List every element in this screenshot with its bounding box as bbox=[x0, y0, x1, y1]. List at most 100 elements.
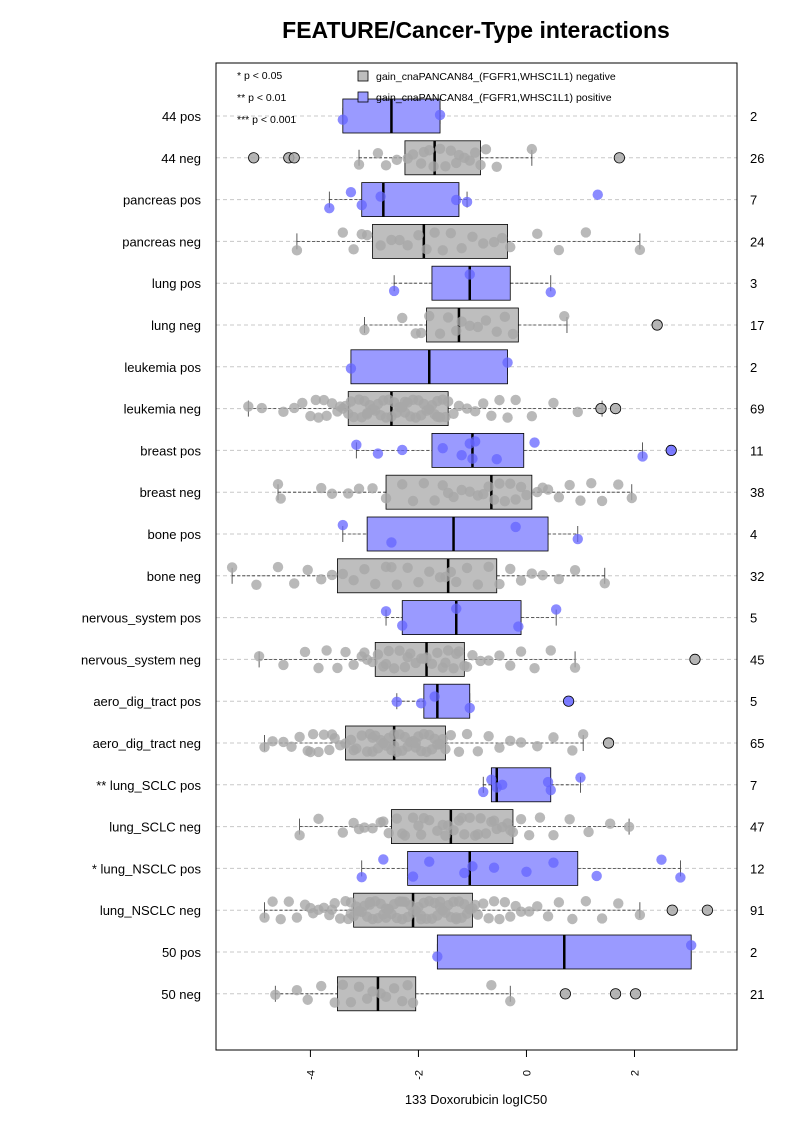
data-point bbox=[505, 735, 516, 747]
data-point bbox=[480, 828, 492, 839]
data-point bbox=[510, 394, 521, 406]
data-point bbox=[397, 995, 408, 1007]
data-point bbox=[305, 746, 316, 758]
data-point bbox=[343, 488, 354, 499]
group-count: 26 bbox=[750, 151, 764, 166]
data-point bbox=[370, 578, 381, 590]
data-point bbox=[361, 408, 373, 419]
data-point bbox=[407, 871, 419, 882]
group-label: lung neg bbox=[151, 318, 201, 333]
data-point bbox=[380, 912, 392, 923]
data-point bbox=[313, 662, 324, 674]
data-point bbox=[351, 439, 362, 451]
box bbox=[423, 683, 471, 719]
data-point bbox=[515, 575, 527, 586]
data-point bbox=[440, 830, 451, 841]
data-point bbox=[491, 453, 502, 465]
group-label: 50 pos bbox=[162, 945, 202, 960]
data-point bbox=[548, 732, 559, 743]
data-point bbox=[442, 487, 454, 499]
data-point bbox=[513, 621, 524, 632]
data-point bbox=[494, 394, 505, 406]
group-counts: 2 26 7 24 3 17 2 69 11 38 4 32 5 45 5 65 7 47 12 91 2 21 bbox=[750, 109, 764, 1002]
group-labels: 44 pos 44 neg pancreas pos pancreas neg lung… bbox=[81, 109, 201, 1002]
group-label: aero_dig_tract neg bbox=[93, 736, 201, 751]
data-point bbox=[537, 570, 548, 581]
group-label: 50 neg bbox=[161, 987, 201, 1002]
data-point bbox=[421, 244, 432, 255]
data-point bbox=[418, 653, 430, 665]
data-point bbox=[361, 993, 373, 1004]
data-point bbox=[397, 620, 408, 631]
data-point bbox=[637, 451, 648, 462]
series-legend: gain_cnaPANCAN84_(FGFR1,WHSC1L1) negativ… bbox=[357, 70, 616, 104]
data-point bbox=[456, 484, 467, 496]
data-point bbox=[313, 746, 324, 758]
data-point bbox=[256, 402, 268, 414]
data-point bbox=[378, 816, 389, 827]
group-count: 47 bbox=[750, 820, 764, 835]
data-point bbox=[359, 564, 370, 575]
data-point bbox=[434, 328, 446, 339]
data-point bbox=[548, 857, 559, 868]
data-point bbox=[569, 564, 581, 576]
data-point bbox=[488, 862, 500, 873]
data-point bbox=[313, 813, 324, 825]
data-point bbox=[402, 562, 413, 574]
data-point bbox=[318, 394, 330, 406]
data-point bbox=[459, 829, 470, 840]
group-count: 65 bbox=[750, 736, 764, 751]
data-point bbox=[464, 812, 475, 824]
data-point bbox=[451, 648, 462, 659]
data-point bbox=[486, 410, 497, 421]
data-point bbox=[324, 744, 335, 756]
data-point bbox=[316, 482, 327, 494]
data-point bbox=[448, 663, 459, 674]
data-point bbox=[553, 244, 565, 256]
group-label: nervous_system neg bbox=[81, 652, 201, 667]
data-point bbox=[407, 812, 419, 823]
group-count: 12 bbox=[750, 861, 764, 876]
data-point bbox=[380, 991, 392, 1003]
data-point bbox=[413, 576, 424, 588]
data-point bbox=[318, 729, 330, 740]
data-point bbox=[483, 561, 494, 573]
data-point bbox=[356, 229, 367, 240]
data-point bbox=[329, 997, 340, 1008]
data-point bbox=[572, 406, 583, 418]
outlier-point bbox=[562, 695, 575, 707]
data-point bbox=[453, 400, 465, 412]
data-point bbox=[345, 396, 357, 407]
data-point bbox=[432, 411, 443, 423]
data-point bbox=[451, 157, 462, 169]
data-point bbox=[604, 818, 616, 829]
outlier-point bbox=[602, 737, 615, 749]
data-point bbox=[348, 745, 359, 756]
data-point bbox=[428, 161, 439, 172]
data-point bbox=[289, 578, 300, 589]
data-point bbox=[478, 488, 489, 500]
data-point bbox=[532, 901, 543, 912]
data-point bbox=[278, 736, 289, 748]
data-point bbox=[348, 659, 359, 670]
data-point bbox=[313, 412, 324, 423]
data-point bbox=[569, 662, 581, 673]
data-point bbox=[475, 655, 486, 667]
group-label: pancreas pos bbox=[123, 193, 202, 208]
group-count: 2 bbox=[750, 945, 757, 960]
data-point bbox=[488, 236, 500, 248]
data-point bbox=[294, 731, 305, 743]
group-label: lung_NSCLC neg bbox=[100, 903, 201, 918]
data-point bbox=[434, 896, 446, 907]
data-point bbox=[550, 604, 562, 615]
group-label: 44 pos bbox=[162, 109, 202, 124]
data-point bbox=[599, 578, 610, 589]
data-point bbox=[326, 488, 338, 499]
data-point bbox=[397, 828, 408, 839]
outlier-point bbox=[595, 402, 607, 415]
legend-label-negative: gain_cnaPANCAN84_(FGFR1,WHSC1L1) negativ… bbox=[376, 71, 616, 83]
chart-title: FEATURE/Cancer-Type interactions bbox=[282, 17, 670, 43]
data-point bbox=[429, 495, 440, 506]
data-point bbox=[397, 479, 408, 490]
data-point bbox=[451, 325, 462, 336]
